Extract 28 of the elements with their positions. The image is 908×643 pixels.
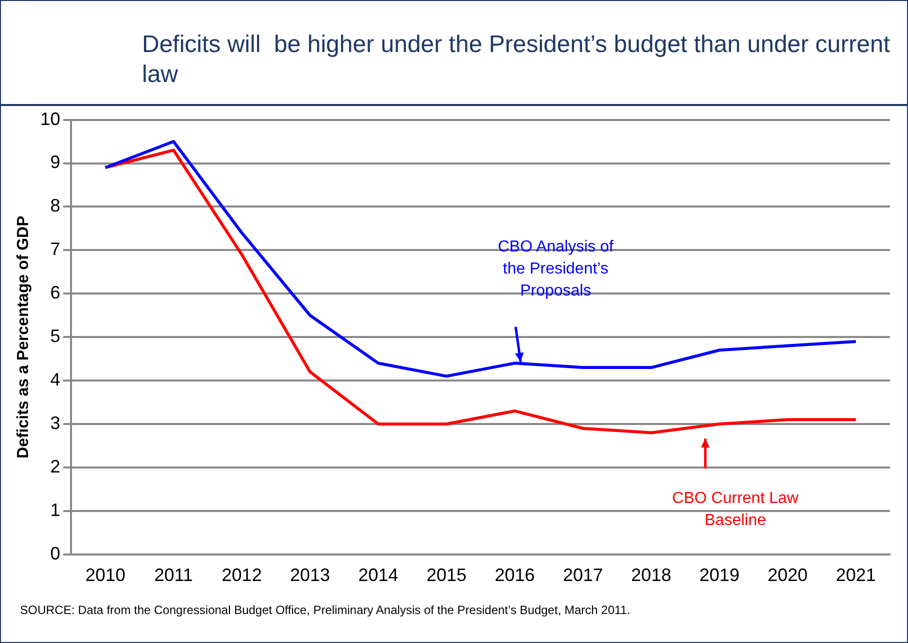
x-tick-label: 2021 <box>836 565 876 586</box>
annotation: CBO Current Law Baseline <box>672 490 799 529</box>
y-tick-label: 2 <box>50 456 60 476</box>
y-tick-label: 5 <box>50 326 60 346</box>
x-tick-label: 2018 <box>631 565 672 586</box>
y-tick-label: 10 <box>40 108 60 129</box>
y-tick-label: 7 <box>50 239 60 260</box>
y-tick-label: 3 <box>50 412 60 433</box>
y-tick-label: 4 <box>50 370 60 390</box>
y-tick-label: 6 <box>50 282 60 303</box>
x-tick-label: 2013 <box>290 565 330 586</box>
y-tick-label: 9 <box>50 152 60 172</box>
x-tick-label: 2019 <box>699 565 740 586</box>
x-tick-label: 2011 <box>154 565 193 586</box>
x-tick-label: 2015 <box>426 565 467 586</box>
x-tick-label: 2010 <box>85 565 126 586</box>
y-axis-title: Deficits as a Percentage of GDP <box>15 215 32 458</box>
x-tick-label: 2017 <box>562 565 603 586</box>
source-note: SOURCE: Data from the Congressional Budget Office, Preliminary Analysis of the President’s Budget, March 2011. <box>20 603 630 617</box>
x-tick-label: 2016 <box>494 565 535 586</box>
y-tick-label: 0 <box>50 543 60 564</box>
chart-title: Deficits will be higher under the President’s budget than under current law <box>142 30 891 90</box>
y-tick-label: 1 <box>50 500 60 520</box>
x-tick-label: 2014 <box>358 565 398 586</box>
y-tick-label: 8 <box>50 196 60 216</box>
x-tick-label: 2020 <box>768 565 808 586</box>
x-tick-label: 2012 <box>222 565 262 586</box>
annotation: CBO Analysis of the President’s Proposals <box>498 238 614 300</box>
